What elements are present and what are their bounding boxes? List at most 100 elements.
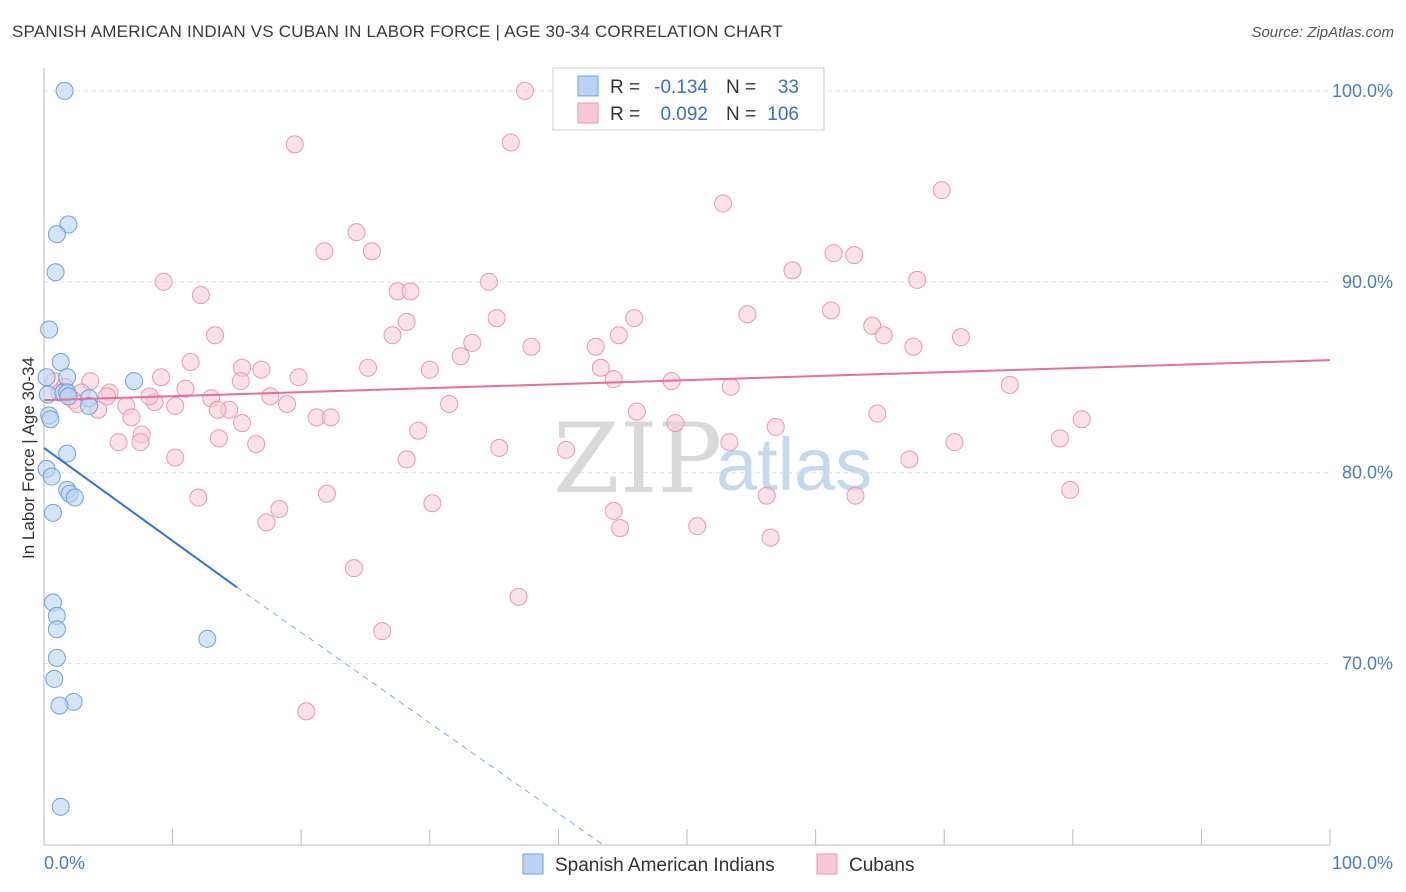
legend-r-label-2: R =: [610, 104, 640, 125]
spanish-american-indian-point: [80, 396, 99, 415]
cuban-point: [166, 396, 185, 415]
cuban-point: [900, 450, 919, 469]
cuban-point: [846, 486, 865, 505]
cuban-point: [373, 622, 392, 641]
cuban-point: [874, 326, 893, 345]
cuban-point: [863, 316, 882, 335]
cuban-point: [440, 395, 459, 413]
cuban-point: [166, 448, 185, 467]
legend-r-label-1: R =: [610, 77, 640, 98]
cuban-point: [109, 433, 128, 452]
bottom-legend-swatch-pink: [816, 853, 838, 875]
spanish-american-indian-point: [46, 263, 65, 282]
cuban-point: [208, 400, 227, 419]
cuban-point: [233, 414, 252, 433]
cuban-point: [297, 702, 316, 721]
cubans-trend-line: [43, 359, 1331, 402]
cuban-point: [176, 379, 195, 398]
cuban-point: [270, 500, 289, 518]
legend-n-value-2: 106: [767, 104, 799, 125]
cuban-point: [401, 282, 420, 301]
cuban-point: [479, 272, 498, 291]
spanish-american-indian-point: [47, 225, 66, 244]
spanish-american-indian-point: [59, 387, 78, 406]
y-tick-labels: 70.0% 80.0% 90.0% 100.0%: [1332, 81, 1393, 674]
cuban-point: [845, 246, 864, 265]
watermark-atlas: atlas: [716, 423, 872, 506]
x-ticks: [43, 829, 1331, 845]
spanish-american-indian-point: [51, 353, 70, 371]
cuban-point: [317, 484, 336, 503]
cuban-point: [515, 81, 534, 100]
cuban-point: [509, 587, 528, 606]
cuban-point: [604, 370, 623, 389]
y-tick-label-80: 80.0%: [1342, 463, 1393, 483]
cuban-point: [721, 377, 740, 396]
cuban-point: [257, 513, 276, 532]
cuban-point: [423, 494, 442, 513]
cuban-point: [451, 347, 470, 366]
cuban-point: [761, 528, 780, 547]
y-axis-label: In Labor Force | Age 30-34: [19, 357, 38, 559]
cuban-point: [824, 244, 843, 263]
x-tick-label-max: 100.0%: [1332, 853, 1393, 873]
cuban-point: [738, 305, 757, 324]
cuban-point: [766, 417, 785, 436]
legend-n-label-2: N =: [726, 104, 756, 125]
series-legend: Spanish American Indians Cubans: [522, 853, 915, 876]
cuban-point: [1061, 480, 1080, 499]
watermark-zip: ZIP: [553, 403, 722, 515]
cuban-point: [822, 301, 841, 320]
spanish-american-indians-trend-line: [43, 447, 238, 589]
cuban-point: [609, 326, 628, 345]
cuban-point: [359, 358, 378, 377]
cuban-point: [206, 326, 225, 345]
cuban-point: [1050, 429, 1069, 448]
spanish-american-indian-point: [40, 320, 59, 339]
spanish-american-indian-point: [59, 215, 78, 234]
cuban-point: [397, 312, 416, 331]
cuban-point: [191, 286, 210, 305]
cuban-point: [868, 404, 887, 423]
cuban-point: [252, 360, 271, 379]
cuban-point: [347, 223, 366, 242]
y-tick-label-90: 90.0%: [1342, 272, 1393, 292]
stats-legend: R = -0.134 N = 33 R = 0.092 N = 106: [552, 67, 825, 131]
bottom-legend-label-spanish-american-indians: Spanish American Indians: [555, 855, 775, 876]
cuban-point: [152, 368, 171, 387]
legend-r-value-2: 0.092: [660, 104, 708, 125]
cuban-point: [321, 408, 340, 427]
cuban-point: [666, 414, 685, 433]
cuban-point: [344, 559, 363, 578]
cuban-point: [591, 358, 610, 377]
cuban-point: [463, 333, 482, 352]
trend-lines: [43, 359, 1331, 846]
spanish-american-indian-point: [47, 620, 66, 639]
spanish-american-indians-points: [37, 81, 217, 816]
cubans-points: [45, 81, 1091, 721]
cuban-point: [289, 368, 308, 387]
cuban-point: [501, 133, 520, 152]
y-tick-label-100: 100.0%: [1332, 81, 1393, 101]
cuban-point: [688, 517, 707, 536]
spanish-american-indian-point: [125, 372, 144, 391]
cuban-point: [278, 395, 297, 413]
spanish-american-indian-point: [37, 368, 56, 387]
legend-n-value-1: 33: [778, 77, 799, 98]
cuban-point: [783, 261, 802, 280]
cuban-point: [231, 372, 250, 391]
spanish-american-indian-point: [45, 669, 64, 688]
cuban-point: [285, 135, 304, 154]
legend-n-label-1: N =: [726, 77, 756, 98]
cuban-point: [131, 433, 150, 452]
cuban-point: [720, 433, 739, 452]
spanish-american-indian-point: [42, 467, 61, 486]
cuban-point: [904, 337, 923, 356]
cuban-point: [522, 337, 541, 356]
spanish-american-indian-point: [41, 410, 60, 429]
cuban-point: [627, 402, 646, 421]
spanish-american-indians-trend-extension: [236, 586, 604, 846]
cuban-point: [951, 328, 970, 347]
bottom-legend-swatch-blue: [522, 853, 544, 875]
